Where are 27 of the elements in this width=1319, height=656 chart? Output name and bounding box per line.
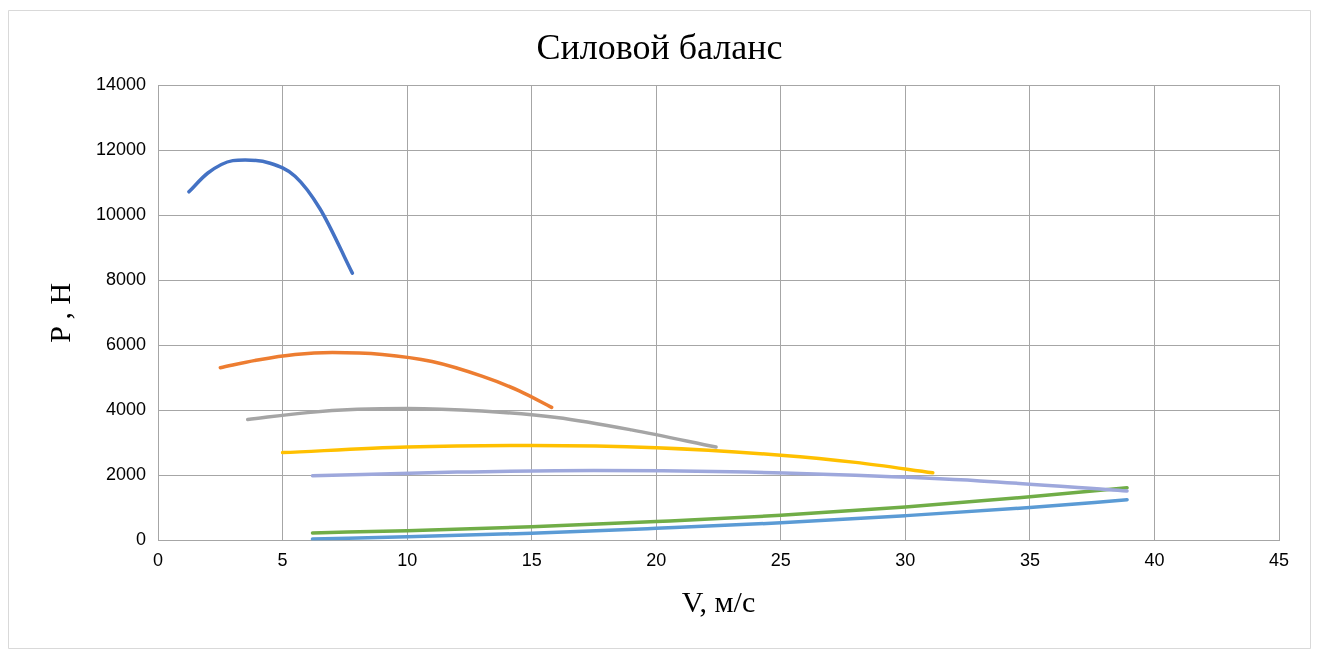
line-series: [218, 350, 554, 410]
x-tick-label: 10: [397, 550, 418, 571]
x-tick-label: 35: [1019, 550, 1040, 571]
line-series: [280, 443, 935, 475]
x-tick-label: 30: [895, 550, 916, 571]
x-tick-label: 15: [521, 550, 542, 571]
y-tick-label: 6000: [106, 334, 147, 355]
y-tick-label: 10000: [95, 204, 147, 225]
line-series: [310, 485, 1129, 535]
y-tick-label: 2000: [106, 464, 147, 485]
y-tick-label: 14000: [95, 74, 147, 95]
line-series: [310, 498, 1129, 541]
x-tick-label: 45: [1268, 550, 1290, 571]
x-axis-title: V, м/с: [681, 584, 756, 618]
x-tick-label: 20: [646, 550, 667, 571]
y-tick-label: 12000: [95, 139, 147, 160]
x-tick-label: 40: [1144, 550, 1165, 571]
y-axis-title: P , Н: [42, 282, 76, 343]
y-tick-label: 4000: [106, 399, 147, 420]
line-series: [187, 158, 355, 275]
y-tick-label: 0: [136, 529, 147, 550]
chart-title: Силовой баланс: [536, 27, 783, 68]
y-tick-label: 8000: [106, 269, 147, 290]
line-series: [310, 468, 1129, 493]
x-tick-label: 5: [277, 550, 288, 571]
x-tick-label: 0: [153, 550, 164, 571]
x-tick-label: 25: [770, 550, 791, 571]
